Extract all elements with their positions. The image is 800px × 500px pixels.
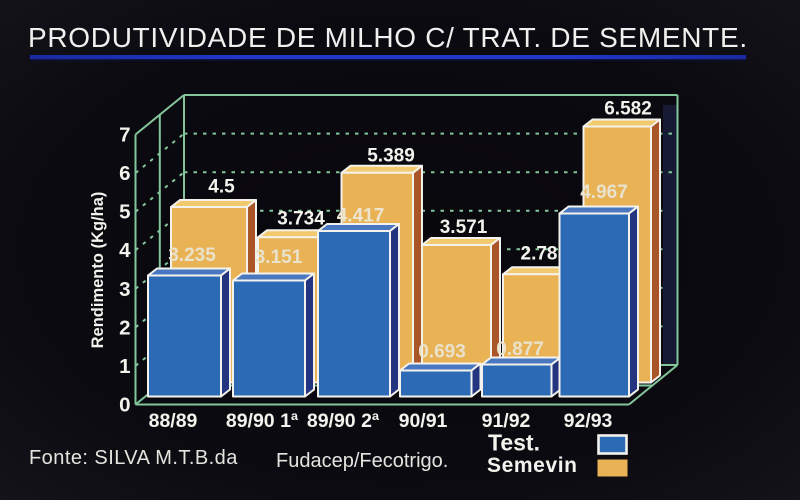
svg-text:5: 5 xyxy=(119,201,130,224)
svg-text:0.693: 0.693 xyxy=(418,342,466,363)
svg-text:6.582: 6.582 xyxy=(604,99,652,120)
svg-text:3.571: 3.571 xyxy=(440,217,488,238)
svg-text:Test.: Test. xyxy=(488,430,540,456)
svg-text:4.417: 4.417 xyxy=(337,206,385,227)
svg-text:90/91: 90/91 xyxy=(399,410,448,432)
svg-text:3.151: 3.151 xyxy=(255,247,303,268)
svg-text:Semevin: Semevin xyxy=(487,454,578,477)
svg-text:4: 4 xyxy=(119,239,131,262)
svg-text:89/90 1ª: 89/90 1ª xyxy=(226,410,299,432)
svg-text:91/92: 91/92 xyxy=(482,410,531,432)
svg-text:89/90 2ª: 89/90 2ª xyxy=(307,410,380,432)
svg-text:2: 2 xyxy=(119,316,130,339)
svg-text:1: 1 xyxy=(119,355,130,378)
svg-text:3.235: 3.235 xyxy=(168,245,216,266)
svg-text:0: 0 xyxy=(119,394,130,417)
svg-text:5.389: 5.389 xyxy=(367,146,415,167)
svg-text:Fonte: SILVA M.T.B.da: Fonte: SILVA M.T.B.da xyxy=(29,447,238,469)
svg-text:92/93: 92/93 xyxy=(564,410,613,432)
svg-text:3: 3 xyxy=(119,278,130,301)
svg-text:7: 7 xyxy=(119,124,130,147)
svg-text:4.967: 4.967 xyxy=(580,182,628,203)
svg-text:2.78: 2.78 xyxy=(521,244,558,265)
svg-text:3.734: 3.734 xyxy=(277,209,325,230)
svg-text:Rendimento (Kg/ha): Rendimento (Kg/ha) xyxy=(89,192,107,349)
svg-text:6: 6 xyxy=(119,162,130,185)
svg-text:0.877: 0.877 xyxy=(496,339,544,360)
svg-text:4.5: 4.5 xyxy=(208,177,235,198)
svg-text:88/89: 88/89 xyxy=(149,410,198,432)
svg-text:Fudacep/Fecotrigo.: Fudacep/Fecotrigo. xyxy=(276,450,448,472)
